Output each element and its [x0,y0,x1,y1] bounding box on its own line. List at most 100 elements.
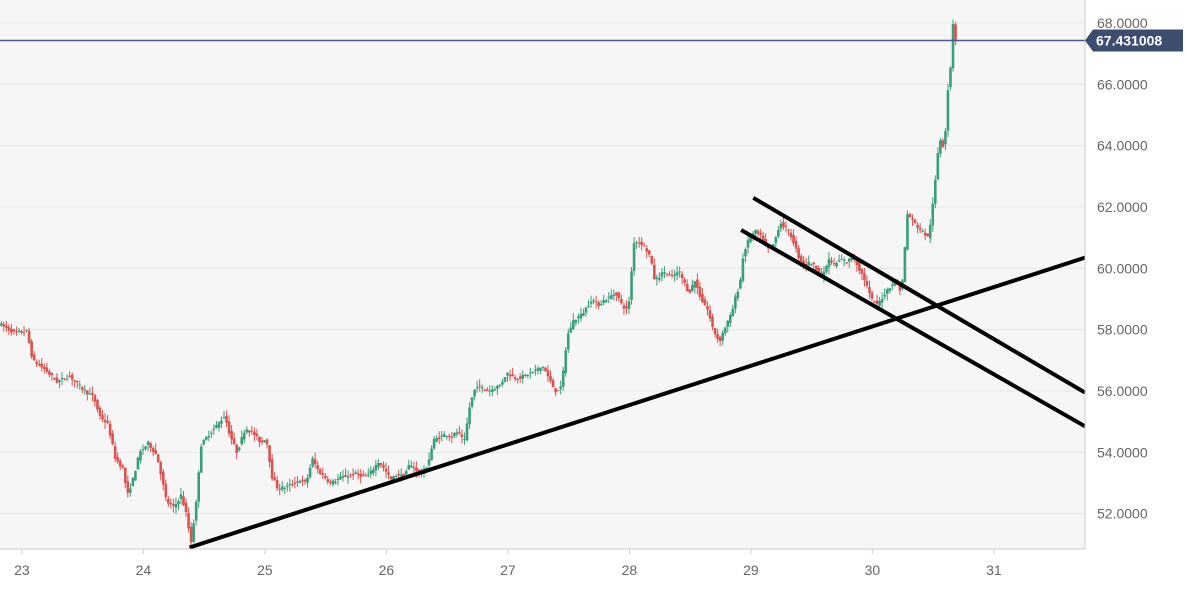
x-tick-label: 31 [986,562,1002,578]
candle [2,321,6,332]
candle [210,430,213,439]
candle [204,435,208,441]
candle [463,432,466,445]
candle [680,271,684,285]
candle [888,287,892,294]
candle [536,365,540,375]
candle [306,474,309,488]
candle [615,291,618,302]
candle [569,321,573,333]
candle [491,385,494,397]
candle [721,330,724,346]
candle [356,469,360,480]
candle [197,470,201,508]
candle [653,258,656,280]
candle [270,453,274,481]
candle [225,410,228,428]
candle [308,464,312,479]
candle [602,294,606,306]
candle [549,370,552,384]
candle [513,374,517,382]
candle [445,435,449,440]
candle [506,372,509,382]
candle [485,387,489,392]
candle [498,383,502,388]
candle [723,326,727,336]
candle [645,245,649,259]
x-tick-label: 25 [257,562,273,578]
candle [20,329,23,335]
candle [630,266,633,305]
candle [934,175,937,209]
candle [351,468,355,481]
candle [45,362,49,374]
candle [240,430,244,446]
candle [161,468,165,491]
candle [42,363,46,374]
x-axis: 23 24 25 26 27 28 29 30 31 [14,549,1002,578]
candle [58,379,61,389]
candle [551,377,555,388]
candle [523,373,527,378]
candle [921,228,924,233]
candle [182,491,185,506]
candle [587,299,590,309]
trendline[interactable] [752,196,1087,395]
candle [10,324,13,336]
candle [607,292,611,304]
candle [860,268,864,281]
candle [220,416,223,429]
candle [275,475,279,492]
candle [101,410,104,423]
candle [179,488,183,505]
candle [331,478,335,487]
candle [923,228,927,241]
candle [144,445,147,451]
candle [303,478,307,486]
candle [50,372,54,381]
candle [592,298,595,305]
y-tick-label: 60.0000 [1097,260,1148,276]
x-tick-label: 24 [136,562,152,578]
candle [53,377,56,381]
candle [268,445,271,468]
candle [377,458,380,470]
candle [15,326,18,336]
candle [566,328,570,354]
candle [86,389,89,401]
candle [141,444,145,455]
trendlines [188,196,1087,550]
candle [673,269,676,282]
candle [460,429,464,444]
candle [832,258,836,267]
candle [73,380,76,388]
candle [22,325,26,337]
candle [827,251,831,274]
candle [278,483,282,496]
trendline[interactable] [740,228,1086,429]
candle [782,215,785,231]
candle [480,384,484,394]
candle [640,237,643,251]
candle [518,373,522,383]
candle [369,466,373,479]
axis-background [1085,0,1185,599]
y-axis: 52.0000 54.0000 56.0000 58.0000 60.0000 62.00… [1097,15,1148,522]
candle [822,266,826,283]
candle [27,328,31,345]
candle [48,368,51,378]
candle [37,359,41,367]
candle [622,302,626,315]
candle [394,474,398,478]
x-tick-label: 28 [622,562,638,578]
candle [379,462,383,468]
candle [508,369,512,381]
candle [675,265,679,281]
candle [554,388,557,397]
candle [430,445,433,461]
candle [103,413,107,429]
candle [65,374,69,382]
candle [189,522,193,546]
candle [129,483,132,497]
candle [139,449,142,464]
